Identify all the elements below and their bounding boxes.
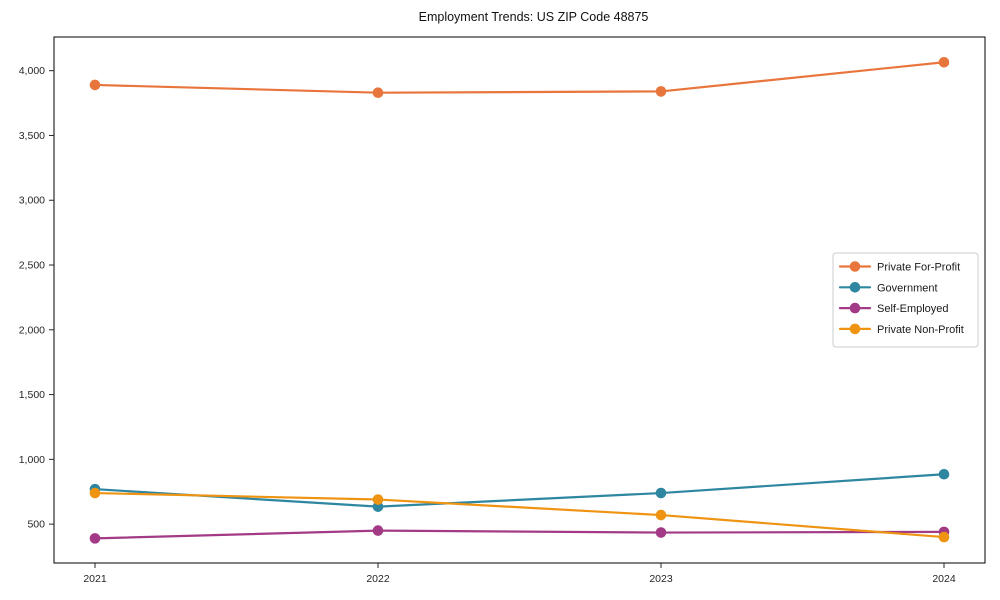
chart-title: Employment Trends: US ZIP Code 48875: [419, 10, 649, 24]
data-point-marker: [655, 86, 667, 97]
data-point-marker: [372, 525, 384, 536]
legend-label: Government: [877, 282, 938, 294]
data-point-marker: [89, 487, 101, 499]
y-tick-label: 3,500: [19, 130, 45, 142]
x-tick-label: 2024: [932, 573, 956, 585]
y-tick-label: 2,000: [19, 324, 45, 336]
legend-marker-dot: [849, 323, 861, 335]
data-point-marker: [655, 509, 667, 521]
data-point-marker: [655, 527, 667, 538]
y-tick-label: 3,000: [19, 195, 45, 207]
legend-marker-dot: [849, 282, 861, 293]
x-tick-label: 2022: [366, 573, 390, 585]
series-line-self-employed: [93, 529, 946, 540]
data-point-marker: [938, 531, 950, 543]
x-tick-label: 2021: [83, 573, 107, 585]
y-tick-label: 4,000: [19, 65, 45, 77]
legend-marker-dot: [849, 302, 861, 314]
data-point-marker: [938, 56, 950, 68]
plot-frame: [53, 36, 986, 564]
series-line-private-for-profit: [93, 61, 946, 94]
legend-marker-dot: [849, 261, 861, 272]
y-tick-label: 500: [27, 519, 45, 531]
x-tick-label: 2023: [649, 573, 673, 585]
data-point-marker: [938, 468, 950, 480]
data-point-marker: [89, 79, 101, 91]
legend-label: Self-Employed: [877, 303, 949, 315]
data-point-marker: [372, 494, 384, 505]
y-tick-label: 2,500: [19, 260, 45, 272]
legend-label: Private For-Profit: [877, 262, 960, 274]
data-point-marker: [372, 87, 384, 99]
data-point-marker: [89, 533, 101, 544]
legend-box: [832, 252, 979, 348]
series-line-government: [93, 473, 946, 508]
legend-label: Private Non-Profit: [877, 324, 964, 336]
series-line-private-non-profit: [93, 491, 946, 539]
y-tick-label: 1,000: [19, 454, 45, 466]
data-point-marker: [655, 487, 667, 499]
y-tick-label: 1,500: [19, 389, 45, 401]
